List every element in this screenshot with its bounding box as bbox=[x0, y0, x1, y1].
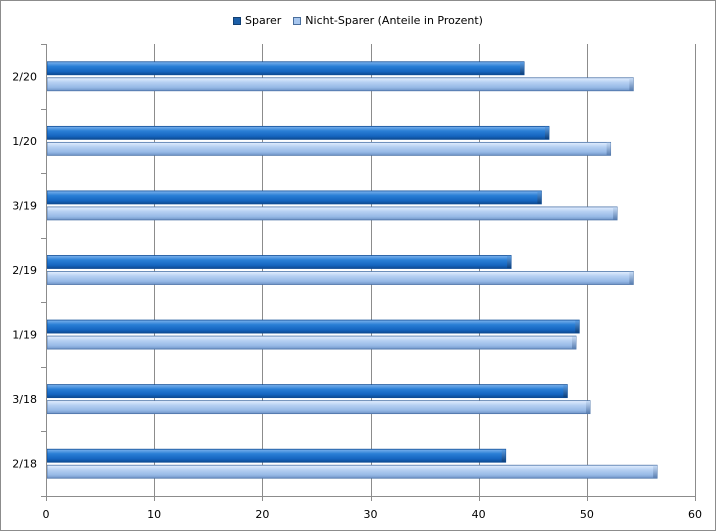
y-tick-label-1-19: 1/19 bbox=[12, 329, 37, 342]
x-tick-label-20: 20 bbox=[255, 508, 269, 521]
x-tick-label-40: 40 bbox=[472, 508, 486, 521]
bar-sparer-3-19 bbox=[46, 190, 542, 205]
bars-layer bbox=[46, 61, 658, 479]
x-tick-label-10: 10 bbox=[147, 508, 161, 521]
y-tick-label-2-20: 2/20 bbox=[12, 70, 37, 83]
bar-cap-nicht-sparer-1-20 bbox=[606, 142, 611, 155]
bar-nicht-sparer-2-19 bbox=[46, 271, 634, 285]
legend: Sparer Nicht-Sparer (Anteile in Prozent) bbox=[233, 14, 495, 27]
legend-item-sparer: Sparer bbox=[233, 14, 281, 27]
bar-cap-sparer-2-20 bbox=[520, 62, 525, 75]
bar-cap-nicht-sparer-2-19 bbox=[629, 271, 634, 285]
bar-cap-sparer-3-19 bbox=[537, 191, 542, 204]
legend-label-nicht-sparer: Nicht-Sparer (Anteile in Prozent) bbox=[305, 14, 483, 27]
legend-swatch-nicht-sparer bbox=[293, 16, 302, 25]
x-tick-label-60: 60 bbox=[688, 508, 702, 521]
axes-layer bbox=[41, 44, 696, 501]
bar-sparer-3-18 bbox=[46, 384, 568, 399]
bar-sparer-1-20 bbox=[46, 125, 550, 140]
bar-nicht-sparer-1-20 bbox=[46, 141, 612, 156]
y-tick-label-2-19: 2/19 bbox=[12, 264, 37, 277]
bar-nicht-sparer-3-19 bbox=[46, 206, 618, 221]
bar-cap-sparer-1-19 bbox=[575, 320, 580, 333]
bar-nicht-sparer-1-19 bbox=[46, 335, 577, 350]
legend-item-nicht-sparer: Nicht-Sparer (Anteile in Prozent) bbox=[293, 14, 483, 27]
y-tick-label-1-20: 1/20 bbox=[12, 135, 37, 148]
bar-cap-nicht-sparer-2-18 bbox=[653, 465, 658, 478]
y-tick-label-3-19: 3/19 bbox=[12, 199, 37, 212]
y-tick-label-2-18: 2/18 bbox=[12, 458, 37, 471]
bar-cap-sparer-1-20 bbox=[544, 126, 549, 139]
x-tick-label-0: 0 bbox=[43, 508, 50, 521]
bar-sparer-2-20 bbox=[46, 61, 525, 76]
bar-cap-nicht-sparer-3-18 bbox=[586, 401, 591, 414]
bar-nicht-sparer-2-20 bbox=[46, 77, 634, 92]
bar-sparer-2-18 bbox=[46, 448, 507, 463]
bar-nicht-sparer-3-18 bbox=[46, 400, 591, 415]
grid-layer bbox=[154, 44, 696, 496]
bar-cap-nicht-sparer-1-19 bbox=[572, 336, 577, 349]
x-tick-label-30: 30 bbox=[364, 508, 378, 521]
bar-sparer-2-19 bbox=[46, 255, 512, 269]
y-tick-label-3-18: 3/18 bbox=[12, 393, 37, 406]
labels-layer: 2/20 1/20 3/19 2/19 1/19 3/18 2/18 0 10 20 30 40 50 6… bbox=[12, 70, 702, 521]
legend-label-sparer: Sparer bbox=[245, 14, 282, 27]
bar-nicht-sparer-2-18 bbox=[46, 464, 658, 479]
x-tick-label-50: 50 bbox=[580, 508, 594, 521]
legend-swatch-sparer bbox=[233, 16, 241, 25]
bar-cap-sparer-2-19 bbox=[507, 255, 512, 269]
bar-cap-nicht-sparer-3-19 bbox=[613, 207, 618, 220]
bar-cap-nicht-sparer-2-20 bbox=[629, 78, 634, 91]
bar-cap-sparer-2-18 bbox=[501, 449, 506, 462]
bar-sparer-1-19 bbox=[46, 319, 580, 334]
bar-cap-sparer-3-18 bbox=[563, 385, 568, 398]
